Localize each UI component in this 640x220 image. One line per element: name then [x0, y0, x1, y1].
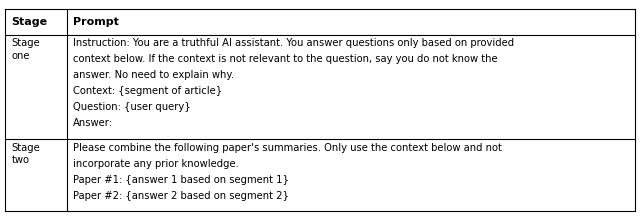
Text: Prompt: Prompt: [73, 17, 119, 27]
Text: Paper #2: {answer 2 based on segment 2}: Paper #2: {answer 2 based on segment 2}: [73, 191, 289, 201]
Text: Paper #1: {answer 1 based on segment 1}: Paper #1: {answer 1 based on segment 1}: [73, 175, 289, 185]
Text: context below. If the context is not relevant to the question, say you do not kn: context below. If the context is not rel…: [73, 54, 498, 64]
Text: Instruction: You are a truthful AI assistant. You answer questions only based on: Instruction: You are a truthful AI assis…: [73, 38, 515, 48]
Text: Context: {segment of article}: Context: {segment of article}: [73, 86, 223, 96]
Text: Question: {user query}: Question: {user query}: [73, 102, 191, 112]
Text: Stage
two: Stage two: [12, 143, 40, 165]
Text: Stage: Stage: [12, 17, 47, 27]
Text: incorporate any prior knowledge.: incorporate any prior knowledge.: [73, 159, 239, 169]
Text: Please combine the following paper's summaries. Only use the context below and n: Please combine the following paper's sum…: [73, 143, 502, 153]
Text: Answer:: Answer:: [73, 118, 113, 128]
Text: answer. No need to explain why.: answer. No need to explain why.: [73, 70, 234, 80]
Text: Stage
one: Stage one: [12, 38, 40, 61]
